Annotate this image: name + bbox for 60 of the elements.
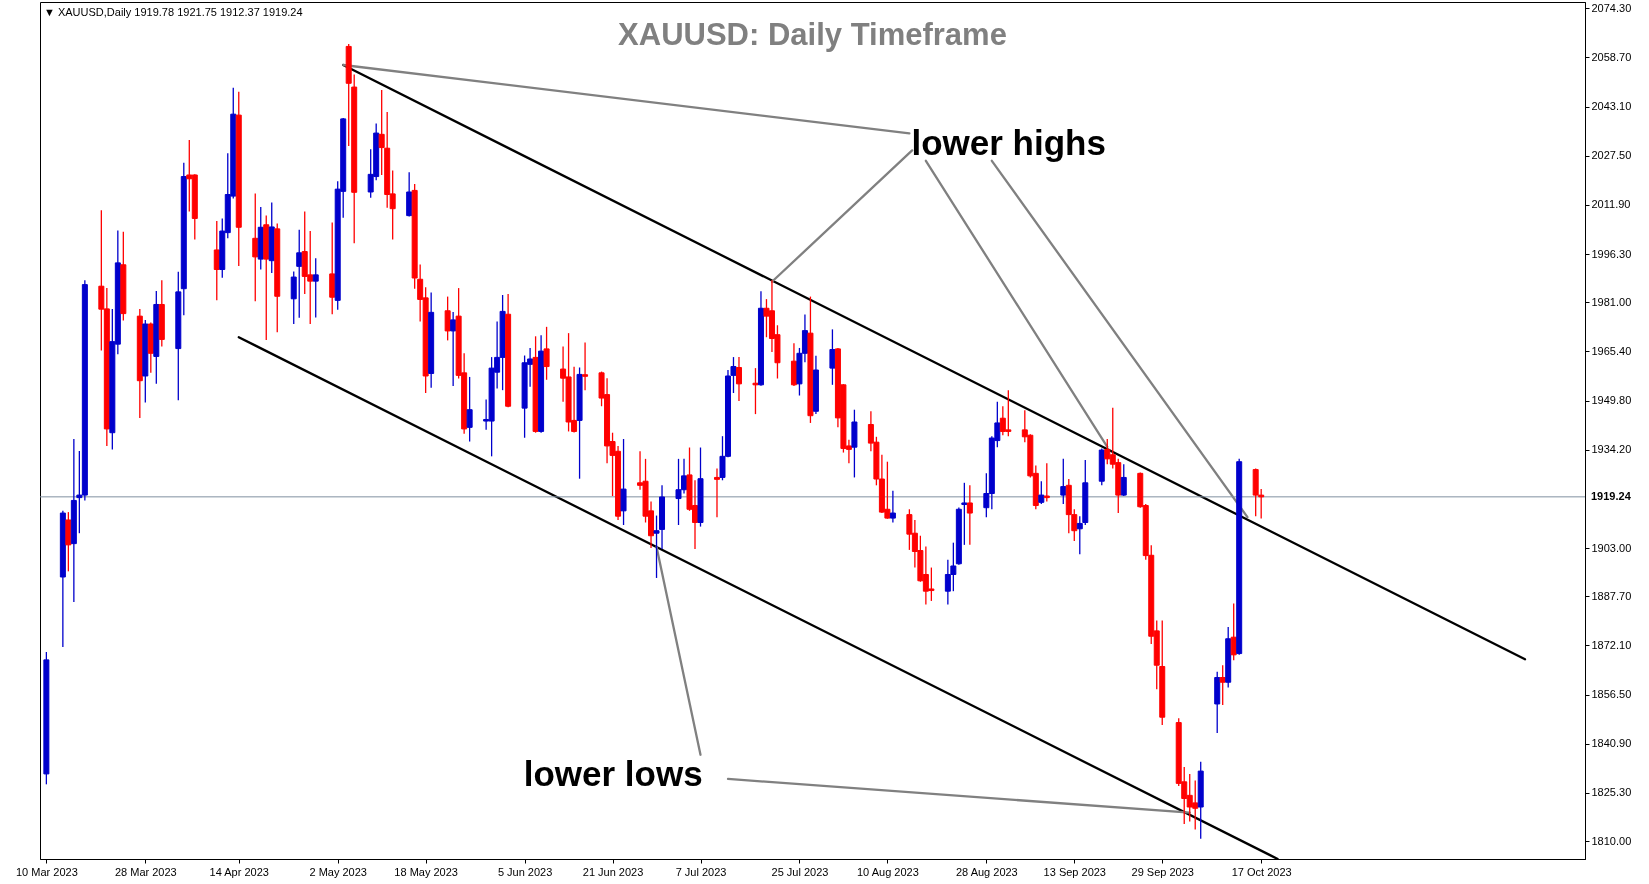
candlestick [296,229,303,319]
candlestick [543,326,550,381]
y-tick-label: 1934.20 [1591,443,1632,456]
x-tick-label: 18 May 2023 [394,865,458,878]
text: XAUUSD: Daily Timeframe [618,17,1007,52]
candlestick [620,438,627,526]
candlestick [252,192,259,302]
candlestick [329,221,336,315]
y-tick-label: 2074.30 [1591,1,1632,14]
ref-line-label: 1919.24 [1591,489,1632,502]
x-tick-label: 10 Aug 2023 [857,865,919,878]
candlestick [735,356,742,402]
y-tick-label: 1965.40 [1591,344,1632,357]
candlestick [713,467,720,518]
candlestick [312,257,319,319]
x-tick-label: 17 Oct 2023 [1231,865,1292,878]
candlestick [1219,664,1226,706]
y-tick-label: 1872.10 [1591,638,1632,651]
candlestick [444,295,451,342]
y-tick-label: 2011.90 [1591,198,1631,211]
y-tick-label: 2058.70 [1591,50,1632,63]
candlestick [829,328,836,386]
candlestick [1043,462,1050,503]
candlestick [406,171,413,218]
candlestick [966,484,973,546]
y-tick-label: 1949.80 [1591,394,1632,407]
candlestick [961,482,968,546]
annotation: lower highs [911,123,1106,163]
candlestick [675,458,682,526]
x-tick-label: 25 Jul 2023 [771,865,829,878]
y-tick-label: 1996.30 [1591,247,1632,260]
candlestick [1038,480,1045,505]
candlestick [466,376,473,443]
x-tick-label: 13 Sep 2023 [1043,865,1106,878]
candlestick [1060,458,1067,505]
annotation: lower lows [523,754,703,794]
x-tick-label: 28 Mar 2023 [114,865,177,878]
y-tick-label: 1810.00 [1591,834,1632,847]
x-tick-label: 2 May 2023 [309,865,367,878]
x-tick-label: 21 Jun 2023 [582,865,644,878]
y-tick-label: 1825.30 [1591,786,1632,799]
y-tick-label: 1981.00 [1591,295,1632,308]
candlestick [1120,463,1127,497]
annotation: ▼ XAUUSD,Daily 1919.78 1921.75 1912.37 1919.24 [44,6,303,18]
x-tick-label: 29 Sep 2023 [1131,865,1194,878]
candlestick [290,270,297,325]
y-tick-label: 2043.10 [1591,100,1632,113]
candlestick [450,311,457,387]
y-tick-label: 1887.70 [1591,589,1632,602]
x-tick-label: 5 Jun 2023 [497,865,553,878]
x-tick-label: 10 Mar 2023 [15,865,78,878]
y-tick-label: 1856.50 [1591,688,1632,701]
y-tick-label: 1903.00 [1591,541,1632,554]
candlestick [889,490,896,524]
candlestick [582,341,589,391]
y-tick-label: 2027.50 [1591,149,1632,162]
x-tick-label: 14 Apr 2023 [209,865,269,878]
x-tick-label: 7 Jul 2023 [675,865,727,878]
x-tick-label: 28 Aug 2023 [955,865,1018,878]
y-tick-label: 1840.90 [1591,737,1632,750]
